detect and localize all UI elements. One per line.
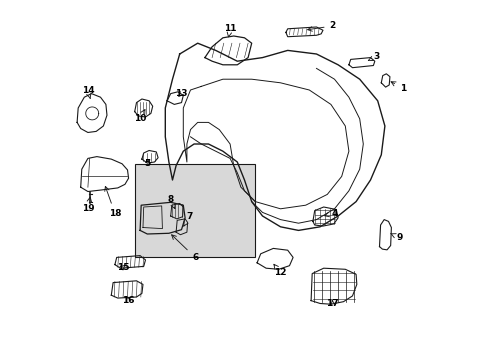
Text: 18: 18: [104, 186, 121, 217]
Text: 19: 19: [81, 197, 94, 213]
Text: 15: 15: [116, 263, 129, 272]
Text: 8: 8: [167, 195, 175, 208]
Text: 12: 12: [273, 264, 286, 277]
Text: 11: 11: [224, 24, 236, 37]
Text: 13: 13: [175, 89, 187, 98]
Text: 1: 1: [390, 82, 405, 93]
Text: 2: 2: [307, 22, 335, 31]
Text: 17: 17: [325, 299, 338, 307]
Text: 14: 14: [81, 86, 94, 98]
Text: 3: 3: [367, 52, 379, 61]
Text: 7: 7: [183, 212, 193, 226]
Text: 5: 5: [144, 159, 150, 168]
Text: 16: 16: [122, 296, 135, 305]
Text: 10: 10: [134, 109, 146, 122]
Text: 4: 4: [324, 209, 337, 217]
Text: 9: 9: [390, 233, 402, 242]
Bar: [134, 164, 255, 257]
Text: 6: 6: [171, 235, 198, 262]
